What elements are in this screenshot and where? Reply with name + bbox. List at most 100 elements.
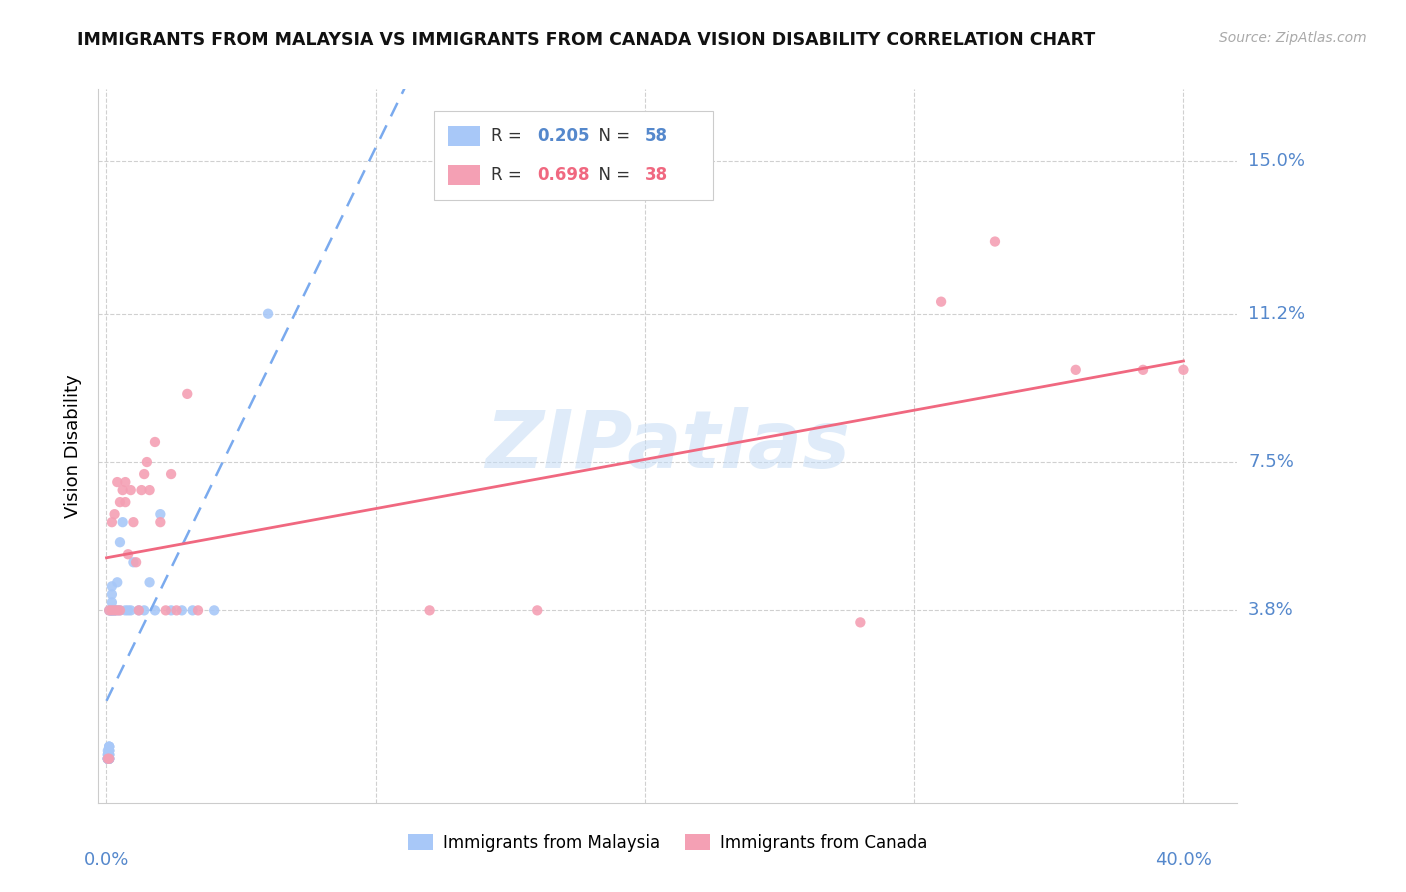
Point (97, 747, 120, 762)
Point (103, 603, 125, 617)
Point (108, 535, 131, 549)
Point (105, 475, 128, 489)
Point (101, 603, 124, 617)
Point (117, 603, 139, 617)
Point (100, 603, 122, 617)
Point (98, 752, 121, 766)
Point (98, 752, 121, 766)
Point (105, 575, 128, 590)
Point (155, 603, 177, 617)
Point (929, 294, 952, 309)
Text: N =: N = (588, 127, 636, 145)
Point (149, 507, 172, 521)
Text: 40.0%: 40.0% (1154, 851, 1212, 869)
Point (98, 747, 121, 762)
Point (181, 603, 204, 617)
FancyBboxPatch shape (434, 111, 713, 200)
Text: 7.5%: 7.5% (1249, 453, 1294, 471)
Point (117, 547, 139, 561)
Point (103, 603, 125, 617)
Point (1064, 363, 1087, 377)
Point (97, 752, 120, 766)
Point (176, 387, 198, 401)
Point (101, 603, 124, 617)
Point (149, 515, 172, 529)
Point (97, 752, 120, 766)
Text: R =: R = (491, 166, 527, 184)
Text: Source: ZipAtlas.com: Source: ZipAtlas.com (1219, 31, 1367, 45)
Point (98, 744, 121, 758)
Point (97, 744, 120, 758)
Point (120, 483, 142, 497)
Point (1132, 363, 1154, 377)
Point (160, 467, 183, 481)
Point (98, 739, 121, 754)
Point (143, 435, 166, 450)
Point (103, 603, 125, 617)
Point (98, 603, 121, 617)
Point (419, 603, 441, 617)
Point (97, 752, 120, 766)
Point (101, 603, 124, 617)
Point (98, 603, 121, 617)
FancyBboxPatch shape (449, 165, 479, 185)
Point (98, 744, 121, 758)
Point (166, 603, 188, 617)
Point (108, 603, 131, 617)
Text: IMMIGRANTS FROM MALAYSIA VS IMMIGRANTS FROM CANADA VISION DISABILITY CORRELATION: IMMIGRANTS FROM MALAYSIA VS IMMIGRANTS F… (77, 31, 1095, 49)
Point (98, 752, 121, 766)
Text: 15.0%: 15.0% (1249, 153, 1305, 170)
Point (98, 747, 121, 762)
Point (101, 579, 124, 593)
Point (97, 747, 120, 762)
Text: 0.205: 0.205 (537, 127, 589, 145)
Point (108, 603, 131, 617)
Text: N =: N = (588, 166, 636, 184)
Point (97, 747, 120, 762)
Point (134, 467, 156, 481)
Point (257, 307, 280, 321)
Point (101, 595, 124, 609)
Point (120, 603, 142, 617)
Point (138, 483, 160, 497)
Point (984, 235, 1007, 249)
Point (97, 752, 120, 766)
Y-axis label: Vision Disability: Vision Disability (63, 374, 82, 518)
Point (105, 603, 128, 617)
Point (143, 603, 166, 617)
Text: 38: 38 (645, 166, 668, 184)
Point (108, 495, 131, 509)
Point (103, 507, 125, 521)
Point (135, 455, 157, 469)
Point (187, 603, 209, 617)
Point (105, 603, 128, 617)
Point (100, 603, 122, 617)
Point (849, 615, 872, 630)
Point (114, 603, 136, 617)
Point (97, 752, 120, 766)
Point (97, 747, 120, 762)
Point (98, 747, 121, 762)
Point (98, 752, 121, 766)
Text: 11.2%: 11.2% (1249, 305, 1305, 323)
Point (134, 603, 156, 617)
Text: 0.698: 0.698 (537, 166, 589, 184)
Point (122, 555, 145, 569)
Point (98, 744, 121, 758)
Point (101, 587, 124, 601)
Text: 58: 58 (645, 127, 668, 145)
Point (98, 752, 121, 766)
Point (122, 515, 145, 529)
Point (128, 603, 150, 617)
Point (98, 739, 121, 754)
Point (138, 575, 160, 590)
Point (111, 515, 134, 529)
Point (526, 603, 548, 617)
Point (128, 603, 150, 617)
Point (170, 603, 193, 617)
Point (125, 555, 148, 569)
Text: 0.0%: 0.0% (84, 851, 129, 869)
Point (111, 483, 134, 497)
Point (1173, 363, 1195, 377)
Point (97, 752, 120, 766)
